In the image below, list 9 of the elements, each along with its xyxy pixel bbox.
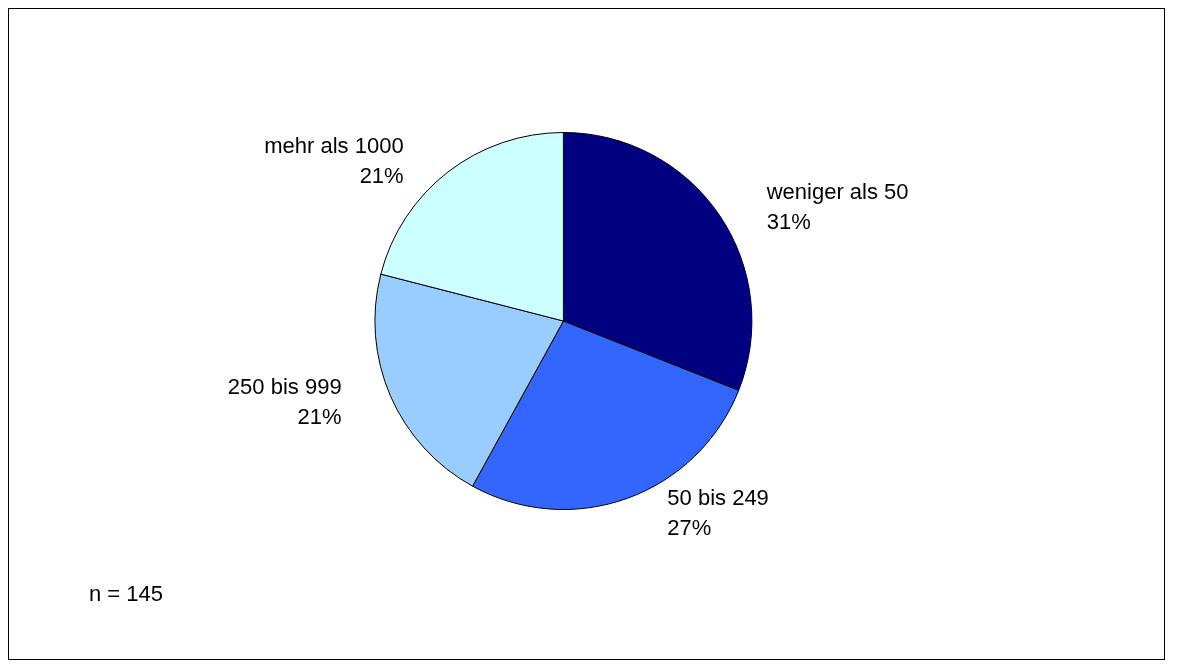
text: n = 145: [89, 580, 164, 606]
slice-label: 50 bis 249: [667, 484, 769, 510]
data-label: 21%: [359, 162, 404, 188]
slice-label: 250 bis 999: [227, 374, 342, 400]
data-label: 21%: [297, 404, 342, 430]
data-label: 31%: [766, 209, 811, 235]
data-label: 27%: [667, 514, 712, 540]
slice-label: mehr als 1000: [264, 132, 404, 158]
slice-label: weniger als 50: [765, 179, 909, 205]
